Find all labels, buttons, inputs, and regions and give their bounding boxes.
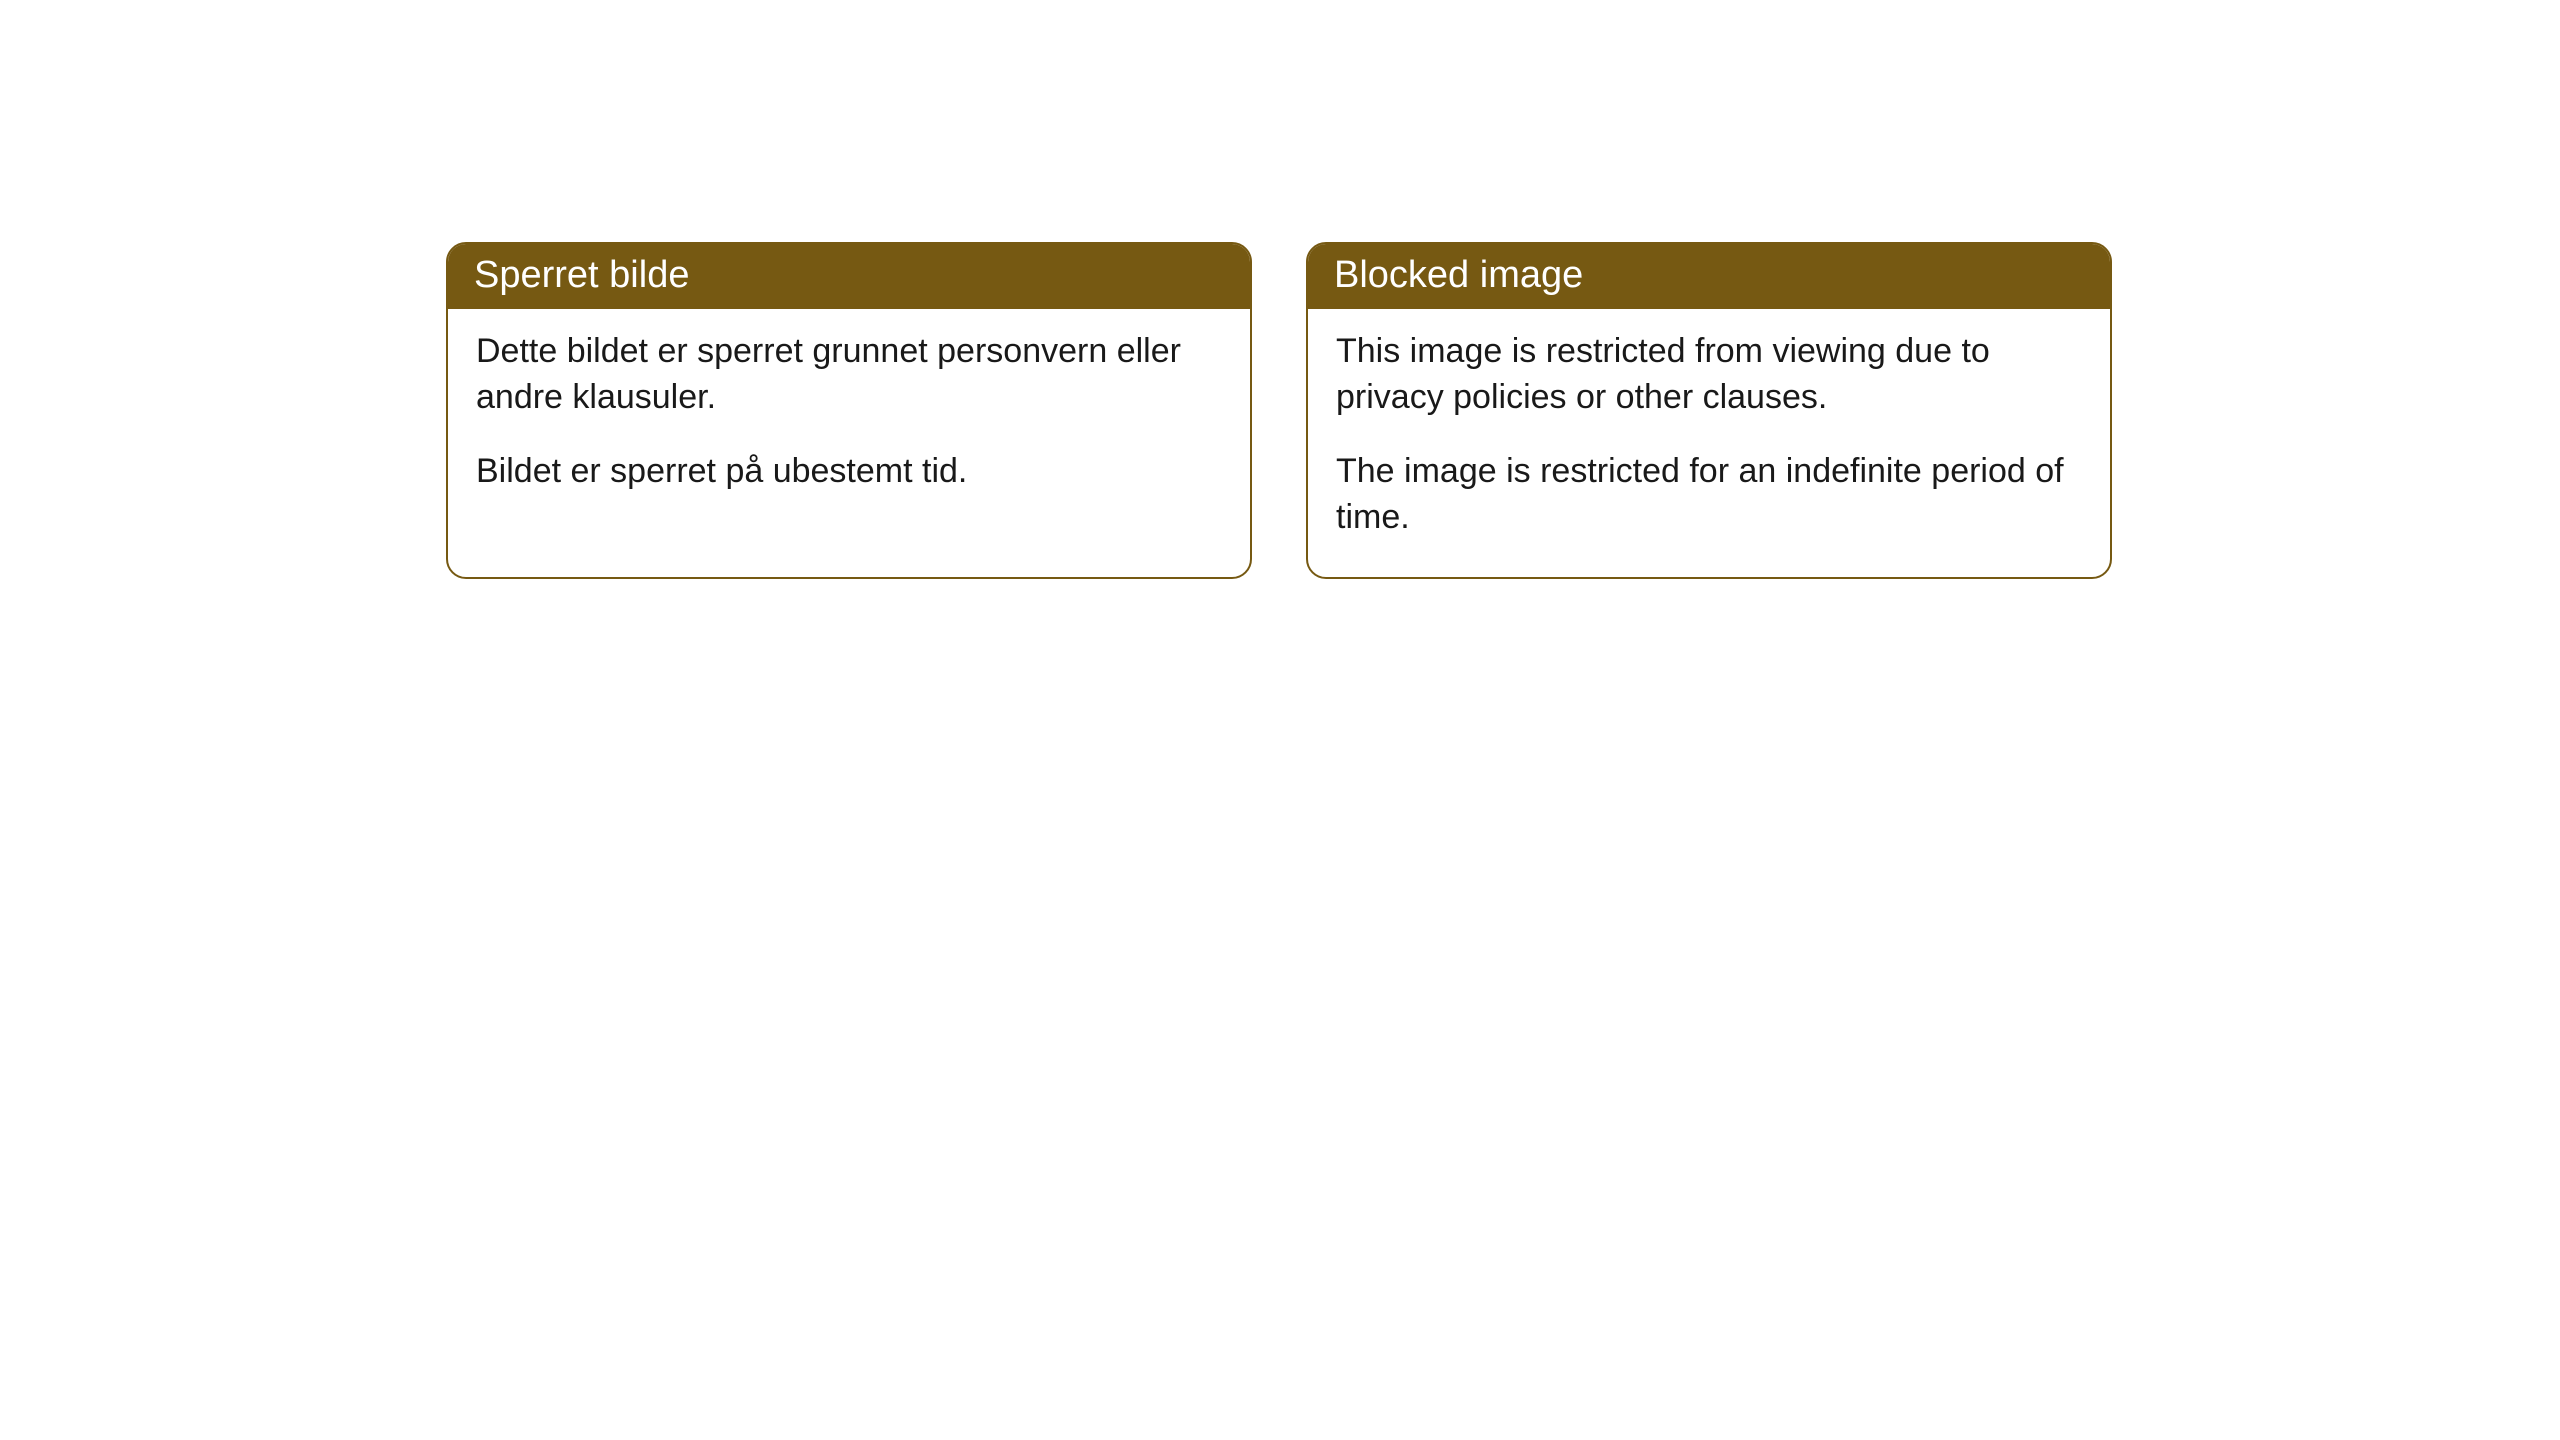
notice-card-english: Blocked image This image is restricted f…	[1306, 242, 2112, 579]
notice-paragraph: This image is restricted from viewing du…	[1336, 329, 2082, 421]
notice-card-title: Sperret bilde	[448, 244, 1250, 309]
notice-card-body: Dette bildet er sperret grunnet personve…	[448, 309, 1250, 531]
notice-paragraph: The image is restricted for an indefinit…	[1336, 449, 2082, 541]
notice-card-title: Blocked image	[1308, 244, 2110, 309]
notice-paragraph: Dette bildet er sperret grunnet personve…	[476, 329, 1222, 421]
notice-card-norwegian: Sperret bilde Dette bildet er sperret gr…	[446, 242, 1252, 579]
notice-cards-container: Sperret bilde Dette bildet er sperret gr…	[446, 242, 2112, 579]
notice-paragraph: Bildet er sperret på ubestemt tid.	[476, 449, 1222, 495]
notice-card-body: This image is restricted from viewing du…	[1308, 309, 2110, 577]
